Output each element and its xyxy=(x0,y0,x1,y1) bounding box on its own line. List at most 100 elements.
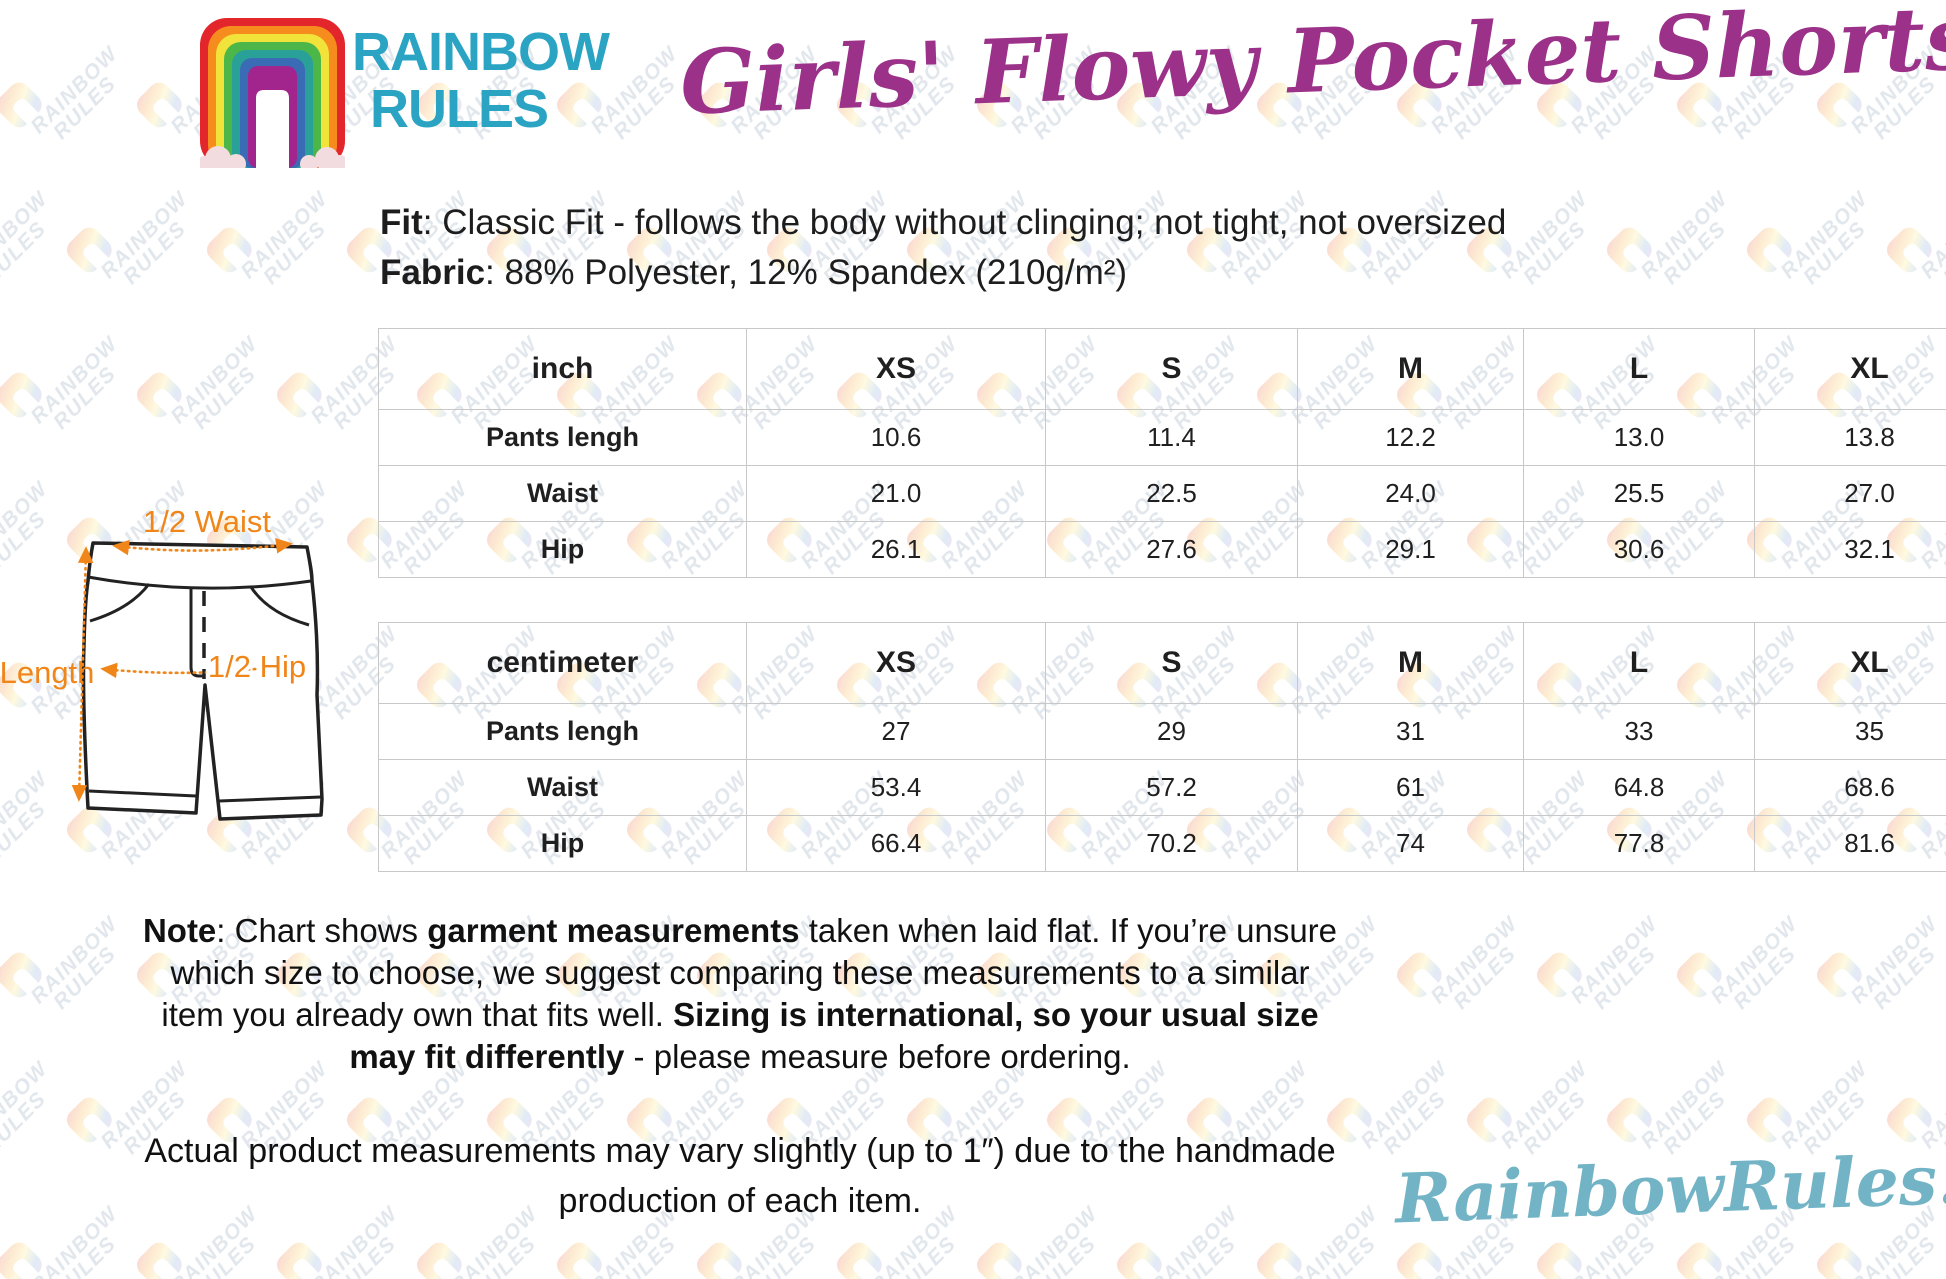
fit-line: Fit: Classic Fit - follows the body with… xyxy=(380,198,1506,248)
fit-label: Fit xyxy=(380,203,423,242)
rainbow-watermark-icon xyxy=(1532,948,1587,1002)
watermark-text: RULES xyxy=(1309,1231,1381,1279)
rainbow-watermark-icon xyxy=(1742,223,1797,277)
measurement-value: 12.2 xyxy=(1297,409,1524,466)
size-header-m: M xyxy=(1297,328,1524,410)
hip-measure-label: 1/2 Hip xyxy=(208,649,306,684)
rainbow-watermark-icon xyxy=(1462,1093,1517,1147)
measurement-value: 27.0 xyxy=(1754,465,1946,522)
size-table-centimeter: centimeter XS S M L XL Pants lengh 27 29 31 33 35 Wa… xyxy=(378,622,1946,872)
watermark-text: RAINBOW xyxy=(1776,186,1873,284)
watermark-text: RAINBOW xyxy=(236,186,333,284)
wordmark-line1: RAINBOW xyxy=(352,22,610,82)
rainbow-watermark-icon xyxy=(1672,1238,1727,1279)
wordmark-line2: RULES xyxy=(370,79,549,139)
watermark-text: RULES xyxy=(49,1231,121,1279)
table-row: Waist 53.4 57.2 61 64.8 68.6 xyxy=(378,759,1946,816)
waist-arrow xyxy=(112,538,293,556)
fabric-line: Fabric: 88% Polyester, 12% Spandex (210g… xyxy=(380,248,1506,298)
size-header-l: L xyxy=(1523,622,1755,704)
rainbow-watermark-icon xyxy=(1532,1238,1587,1279)
waist-measure-label: 1/2 Waist xyxy=(143,504,271,539)
watermark-text: RAINBOW xyxy=(1636,1056,1733,1154)
measurement-label: Hip xyxy=(378,521,747,578)
watermark-text: RULES xyxy=(1169,1231,1241,1279)
measurement-value: 22.5 xyxy=(1045,465,1298,522)
rainbow-watermark-icon xyxy=(1252,1238,1307,1279)
size-header-xs: XS xyxy=(746,328,1046,410)
watermark-text: RULES xyxy=(119,216,191,289)
watermark-text: RULES xyxy=(1449,941,1521,1014)
rainbow-watermark-icon xyxy=(62,1093,117,1147)
watermark-text: RULES xyxy=(329,1231,401,1279)
watermark-text: RAINBOW xyxy=(26,911,123,1009)
rainbow-watermark-icon xyxy=(132,78,187,132)
rainbow-watermark-icon xyxy=(1392,948,1447,1002)
watermark-text: RULES xyxy=(1939,216,1946,289)
watermark-text: RULES xyxy=(1869,1231,1941,1279)
rainbow-watermark-icon xyxy=(1882,1093,1937,1147)
rainbow-watermark-icon xyxy=(0,948,47,1002)
watermark-text: RULES xyxy=(749,1231,821,1279)
rainbow-watermark-icon xyxy=(972,1238,1027,1279)
rainbow-watermark-icon xyxy=(132,1238,187,1279)
watermark-text: RULES xyxy=(0,216,51,289)
measurement-value: 26.1 xyxy=(746,521,1046,578)
rainbow-watermark-icon xyxy=(412,1238,467,1279)
measurement-label: Waist xyxy=(378,759,747,816)
size-header-s: S xyxy=(1045,328,1298,410)
rainbow-watermark-icon xyxy=(1812,948,1867,1002)
rainbow-watermark-icon xyxy=(272,1238,327,1279)
watermark-text: RAINBOW xyxy=(26,1201,123,1279)
rainbow-logo-icon xyxy=(200,18,345,168)
watermark-text: RAINBOW xyxy=(1776,1056,1873,1154)
rainbow-watermark-icon xyxy=(0,1238,47,1279)
measurement-label: Hip xyxy=(378,815,747,872)
measurement-value: 13.8 xyxy=(1754,409,1946,466)
measurement-value: 11.4 xyxy=(1045,409,1298,466)
watermark-text: RULES xyxy=(1029,1231,1101,1279)
size-header-s: S xyxy=(1045,622,1298,704)
length-measure-label: Length xyxy=(0,655,94,690)
unit-header: centimeter xyxy=(378,622,747,704)
hip-arrow xyxy=(100,657,307,679)
watermark-text: RULES xyxy=(609,1231,681,1279)
measurement-value: 24.0 xyxy=(1297,465,1524,522)
table-row: Pants lengh 27 29 31 33 35 xyxy=(378,703,1946,760)
measurement-value: 57.2 xyxy=(1045,759,1298,816)
measurement-label: Waist xyxy=(378,465,747,522)
watermark-text: RAINBOW xyxy=(96,186,193,284)
measurement-value: 68.6 xyxy=(1754,759,1946,816)
watermark-text: RULES xyxy=(1729,941,1801,1014)
watermark-text: RULES xyxy=(259,216,331,289)
unit-header: inch xyxy=(378,328,747,410)
measurement-value: 77.8 xyxy=(1523,815,1755,872)
hip-label-halo: 1/2 Hip xyxy=(208,649,306,684)
watermark-text: RAINBOW xyxy=(1496,1056,1593,1154)
rainbow-watermark-icon xyxy=(1392,1238,1447,1279)
size-header-xl: XL xyxy=(1754,328,1946,410)
watermark-text: RULES xyxy=(1659,1086,1731,1159)
rainbow-watermark-icon xyxy=(0,78,47,132)
watermark-text: RULES xyxy=(0,1086,51,1159)
waistband-line xyxy=(87,575,312,590)
watermark-text: RAINBOW xyxy=(1426,911,1523,1009)
measurement-value: 35 xyxy=(1754,703,1946,760)
rainbow-watermark-icon xyxy=(1742,1093,1797,1147)
measurement-value: 70.2 xyxy=(1045,815,1298,872)
fit-text: : Classic Fit - follows the body without… xyxy=(422,203,1507,242)
watermark-text: RULES xyxy=(1869,941,1941,1014)
measurement-value: 32.1 xyxy=(1754,521,1946,578)
